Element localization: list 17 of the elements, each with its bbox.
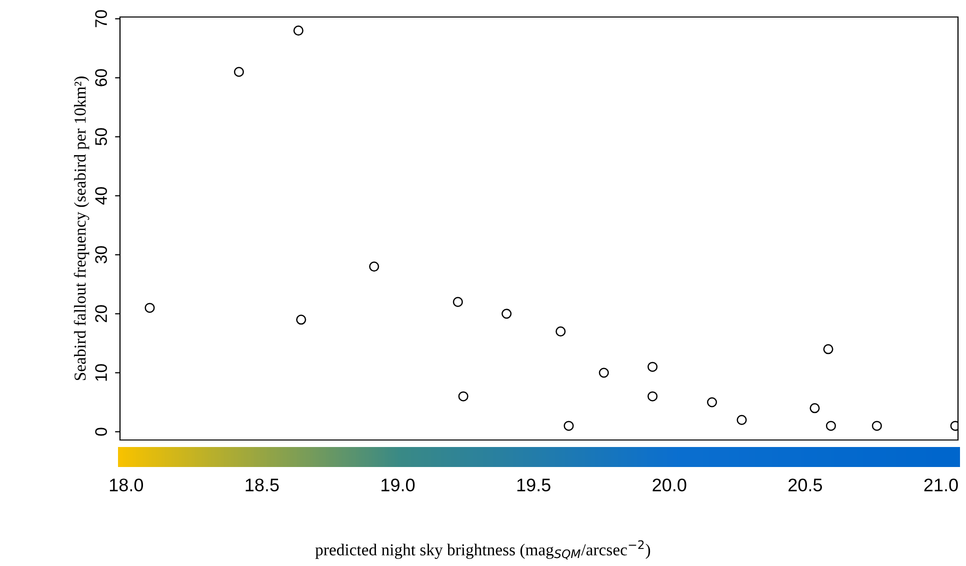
y-tick-label: 50 <box>95 128 107 146</box>
y-tick-label: 30 <box>95 246 107 264</box>
x-tick-label: 18.5 <box>246 478 279 492</box>
x-tick-label: 19.0 <box>382 478 415 492</box>
y-tick-label: 40 <box>95 187 107 205</box>
x-tick-label: 21.0 <box>924 478 958 492</box>
x-axis-title: predicted night sky brightness (mag$_{SQM}$/arcsec$^{−2}$) <box>315 540 650 560</box>
x-tick-label: 20.0 <box>652 478 686 492</box>
x-tick-label: 19.5 <box>517 478 550 492</box>
y-tick-label: 0 <box>95 428 107 436</box>
x-tick-label: 20.5 <box>788 478 822 492</box>
y-axis-title: Seabird fallout frequency (seabird per 10km²) <box>74 76 90 380</box>
y-tick-label: 60 <box>95 69 107 86</box>
y-tick-label: 10 <box>95 364 107 381</box>
y-tick-label: 20 <box>95 305 107 322</box>
y-tick-label: 70 <box>95 10 107 28</box>
x-tick-label: 18.0 <box>110 478 144 492</box>
